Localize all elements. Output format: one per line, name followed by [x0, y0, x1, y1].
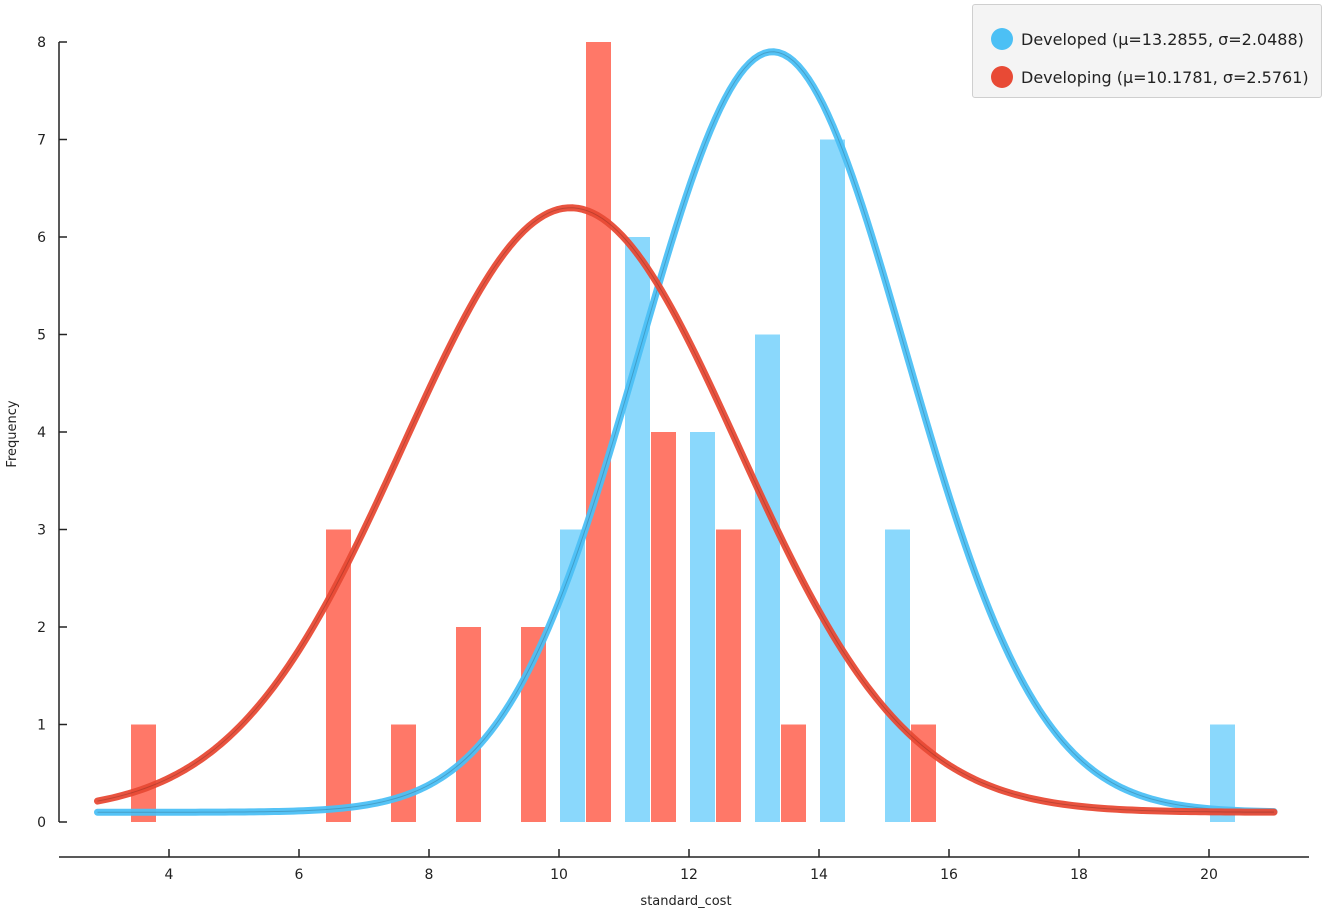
bar-developing[interactable] — [131, 724, 156, 823]
y-axis-title: Frequency — [5, 400, 20, 467]
bar-developing[interactable] — [391, 724, 416, 823]
legend: Developed (μ=13.2855, σ=2.0488) Developi… — [972, 4, 1322, 98]
curve-edge-developing — [97, 207, 1275, 813]
y-ticks: 0 1 2 3 4 5 6 7 8 — [37, 35, 67, 831]
x-tick-label: 6 — [295, 867, 304, 883]
y-tick-label: 0 — [37, 815, 46, 831]
legend-label-developed: Developed (μ=13.2855, σ=2.0488) — [1021, 29, 1304, 49]
x-tick-label: 16 — [940, 867, 958, 883]
x-axis-title: standard_cost — [640, 894, 731, 909]
y-tick-label: 1 — [37, 718, 46, 734]
bar-developed[interactable] — [755, 334, 780, 823]
bar-developing[interactable] — [781, 724, 806, 823]
y-tick-label: 8 — [37, 35, 46, 51]
bar-developed[interactable] — [690, 432, 715, 822]
bar-developed[interactable] — [560, 529, 585, 823]
bar-developed[interactable] — [820, 139, 845, 823]
x-tick-label: 12 — [680, 867, 698, 883]
y-tick-label: 6 — [37, 230, 46, 246]
y-tick-label: 7 — [37, 133, 46, 149]
legend-label-developing: Developing (μ=10.1781, σ=2.5761) — [1021, 67, 1309, 87]
legend-item-developing[interactable]: Developing (μ=10.1781, σ=2.5761) — [991, 65, 1309, 89]
y-tick-label: 2 — [37, 620, 46, 636]
x-tick-label: 4 — [165, 867, 174, 883]
y-tick-label: 3 — [37, 523, 46, 539]
curves-layer — [94, 48, 1278, 816]
x-tick-label: 14 — [810, 867, 828, 883]
bar-developing[interactable] — [586, 42, 611, 822]
legend-swatch-developing — [991, 66, 1013, 88]
y-tick-label: 4 — [37, 425, 46, 441]
y-tick-label: 5 — [37, 328, 46, 344]
bar-developing[interactable] — [456, 627, 481, 822]
curve-developing — [94, 204, 1278, 816]
curve-edge-developed — [97, 51, 1275, 813]
bar-developing[interactable] — [716, 529, 741, 823]
x-tick-label: 18 — [1070, 867, 1088, 883]
x-tick-label: 8 — [425, 867, 434, 883]
x-tick-label: 10 — [550, 867, 568, 883]
bars-layer — [131, 42, 1235, 822]
axes-layer — [58, 42, 1309, 858]
bar-developed[interactable] — [885, 529, 910, 823]
x-tick-label: 20 — [1200, 867, 1218, 883]
x-ticks: 4 6 8 10 12 14 16 18 20 — [165, 849, 1218, 883]
legend-item-developed[interactable]: Developed (μ=13.2855, σ=2.0488) — [991, 27, 1304, 51]
curve-developed — [94, 48, 1278, 816]
legend-swatch-developed — [991, 28, 1013, 50]
bar-developing[interactable] — [651, 432, 676, 822]
